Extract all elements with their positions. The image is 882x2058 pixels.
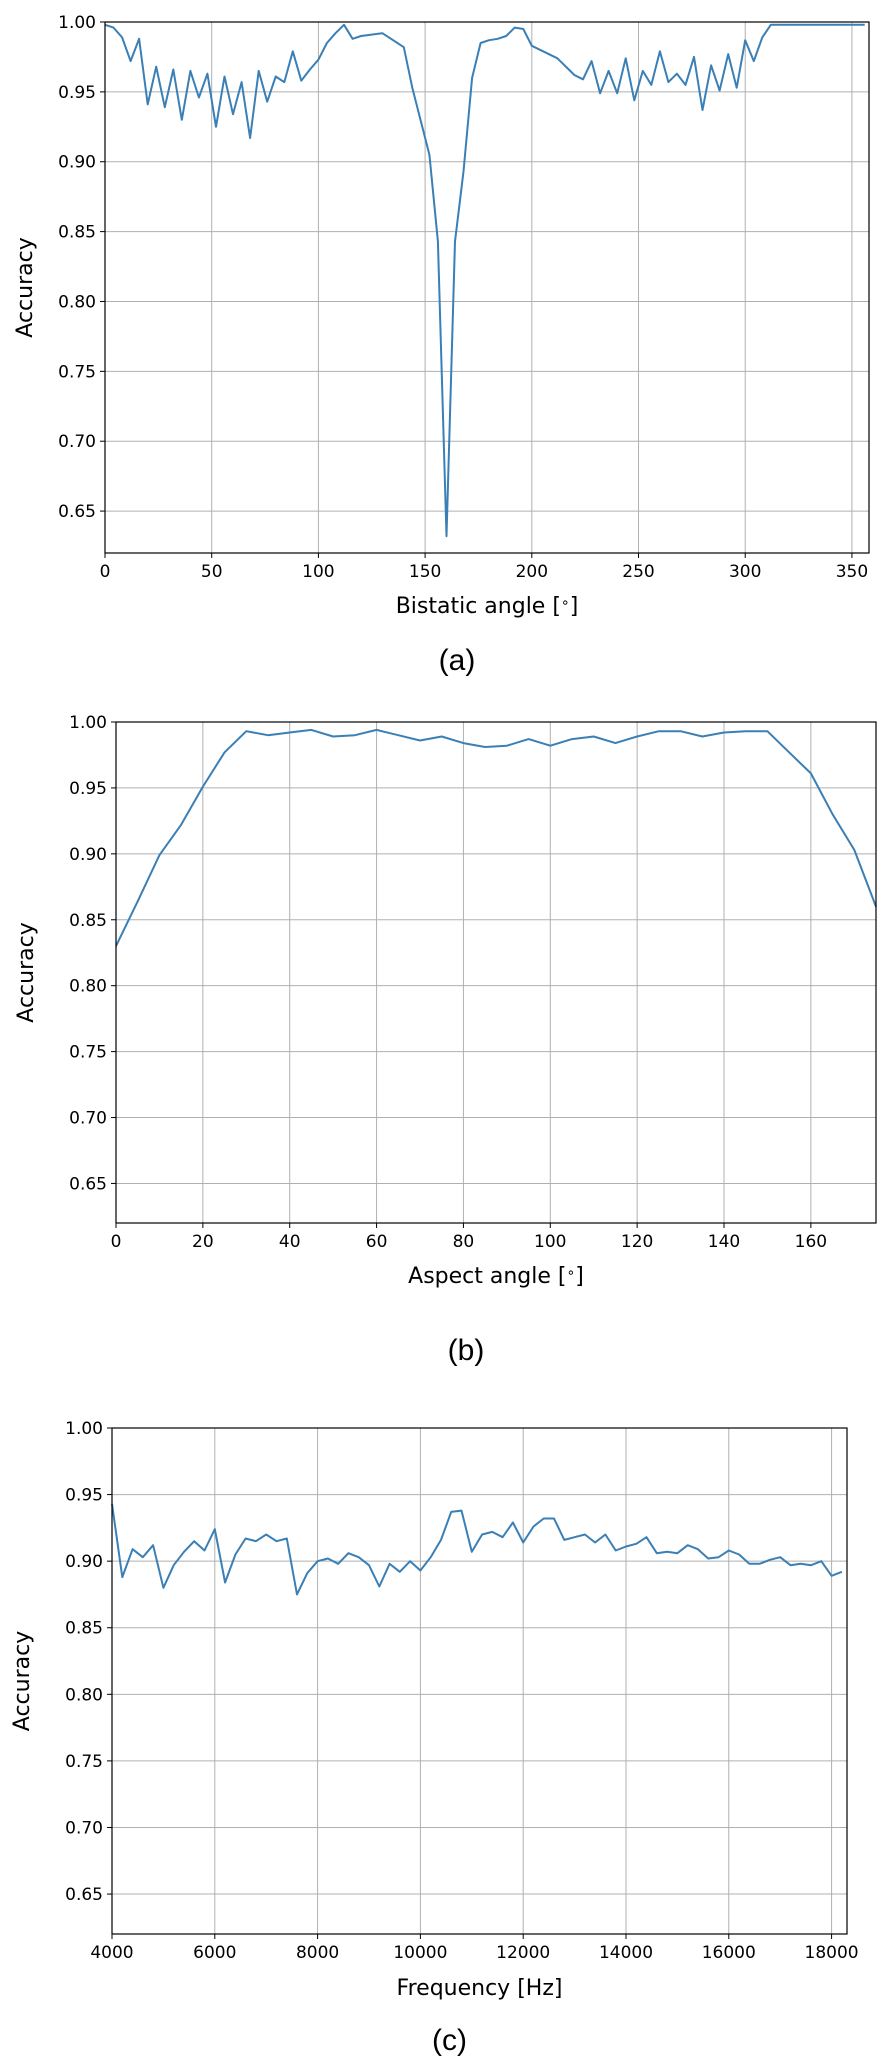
y-tick-label: 0.75 (69, 1043, 107, 1063)
x-tick-label: 160 (795, 1232, 827, 1252)
x-tick-label: 250 (622, 562, 654, 582)
x-tick-label: 200 (516, 562, 548, 582)
grid (112, 1428, 847, 1934)
y-tick-label: 0.90 (65, 1552, 103, 1572)
y-tick-label: 0.95 (65, 1486, 103, 1506)
x-axis-label: Frequency [Hz] (397, 1976, 563, 2001)
x-tick-label: 16000 (702, 1943, 756, 1963)
x-tick-label: 14000 (599, 1943, 653, 1963)
y-tick-label: 0.65 (69, 1174, 107, 1194)
x-tick-label: 18000 (805, 1943, 859, 1963)
grid (105, 22, 869, 553)
x-tick-label: 150 (409, 562, 441, 582)
panel-caption: (c) (432, 2024, 467, 2057)
series-line (111, 1503, 843, 1596)
y-tick-label: 0.85 (69, 911, 107, 931)
y-tick-label: 0.65 (65, 1885, 103, 1905)
series-line (115, 728, 877, 947)
x-axis-label: Aspect angle [∘] (408, 1264, 584, 1289)
y-tick-label: 0.95 (58, 83, 96, 103)
y-axis-label: Accuracy (10, 1631, 35, 1731)
x-tick-label: 120 (621, 1232, 653, 1252)
x-tick-label: 12000 (496, 1943, 550, 1963)
panel-caption: (b) (448, 1334, 485, 1367)
y-tick-label: 0.85 (65, 1619, 103, 1639)
x-tick-label: 50 (201, 562, 223, 582)
y-tick-label: 0.65 (58, 502, 96, 522)
chart-panel-b: Aspect angle [∘] Accuracy (b) 0 20 40 60 80 1… (14, 713, 877, 1367)
chart-panel-c: Frequency [Hz] Accuracy (c) 4000 6000 8000… (10, 1419, 859, 2057)
y-axis-label: Accuracy (13, 237, 38, 337)
y-tick-label: 0.95 (69, 779, 107, 799)
x-tick-label: 10000 (393, 1943, 447, 1963)
x-tick-label: 40 (279, 1232, 301, 1252)
degree-symbol: ∘ (561, 595, 570, 611)
y-tick-label: 1.00 (58, 13, 96, 33)
y-tick-label: 0.75 (65, 1752, 103, 1772)
x-tick-label: 0 (111, 1232, 122, 1252)
y-tick-label: 0.75 (58, 362, 96, 382)
x-tick-label: 140 (708, 1232, 740, 1252)
y-tick-label: 0.70 (69, 1109, 107, 1129)
y-tick-label: 0.80 (69, 977, 107, 997)
y-axis-label: Accuracy (14, 922, 39, 1022)
y-tick-label: 0.80 (58, 292, 96, 312)
axes-frame (104, 21, 870, 554)
x-tick-label: 6000 (193, 1943, 236, 1963)
y-tick-label: 1.00 (69, 713, 107, 733)
y-tick-label: 0.90 (58, 153, 96, 173)
y-tick-label: 0.85 (58, 223, 96, 243)
degree-symbol: ∘ (566, 1265, 575, 1281)
series-line (104, 23, 865, 538)
chart-panel-a: Bistatic angle [∘] Accuracy (a) 0 50 100 15… (13, 13, 870, 677)
grid (116, 722, 876, 1223)
x-tick-label: 80 (453, 1232, 475, 1252)
y-tick-label: 0.70 (58, 432, 96, 452)
x-tick-label: 100 (302, 562, 334, 582)
x-axis-label: Bistatic angle [∘] (396, 594, 579, 619)
axes-frame (111, 1427, 848, 1935)
x-tick-label: 300 (729, 562, 761, 582)
x-tick-label: 20 (192, 1232, 214, 1252)
x-tick-label: 60 (366, 1232, 388, 1252)
x-tick-label: 350 (836, 562, 868, 582)
x-tick-label: 8000 (296, 1943, 339, 1963)
panel-caption: (a) (439, 644, 476, 677)
x-tick-label: 0 (100, 562, 111, 582)
y-tick-label: 0.90 (69, 845, 107, 865)
x-tick-label: 4000 (90, 1943, 133, 1963)
axes-frame (115, 721, 877, 1224)
x-tick-label: 100 (534, 1232, 566, 1252)
y-tick-label: 1.00 (65, 1419, 103, 1439)
y-tick-label: 0.70 (65, 1818, 103, 1838)
y-tick-label: 0.80 (65, 1685, 103, 1705)
